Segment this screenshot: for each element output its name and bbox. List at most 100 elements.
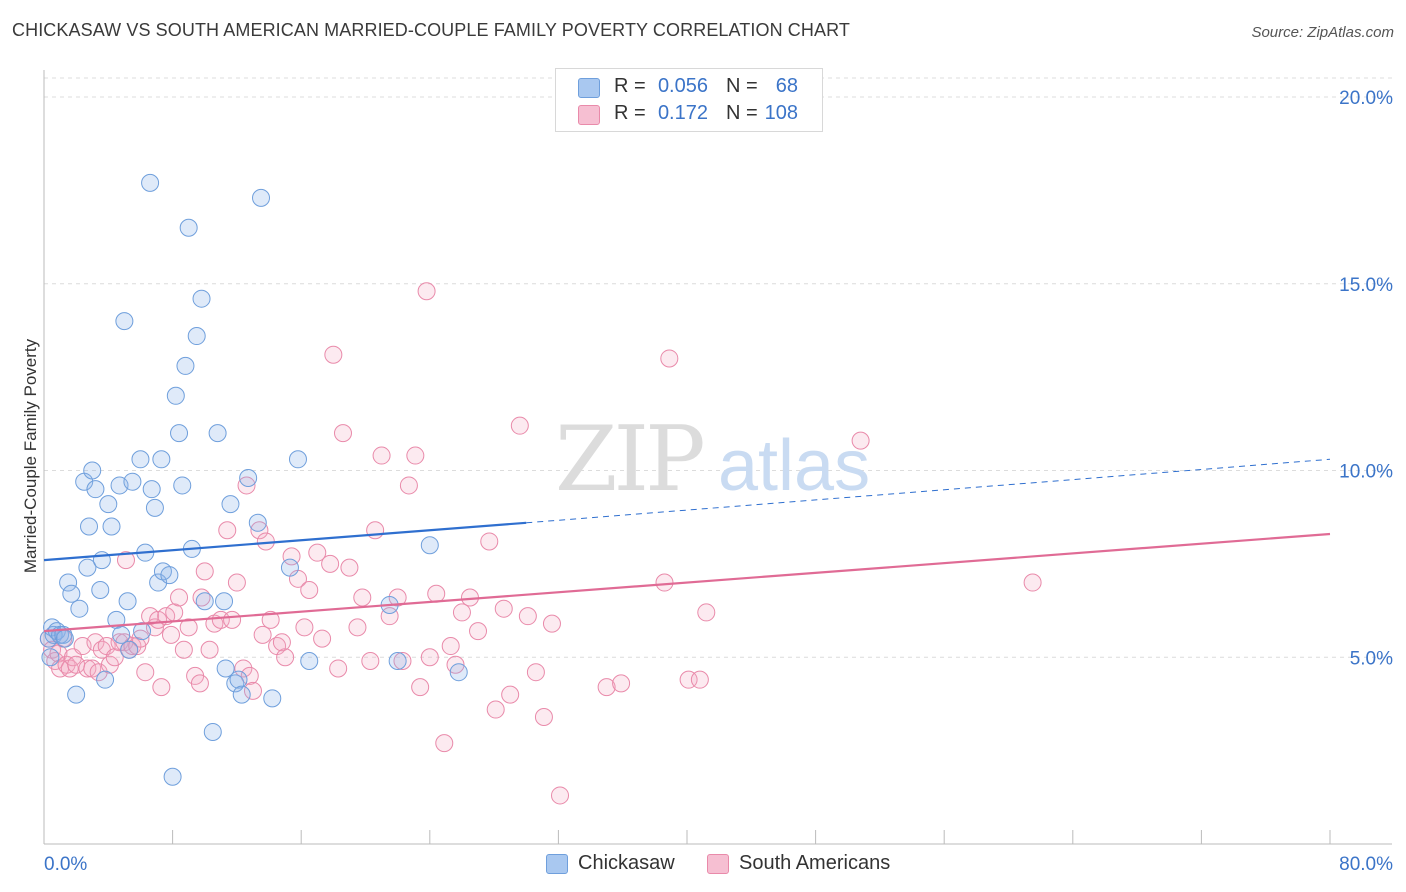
trend-lines — [43, 458, 1331, 633]
south-americans-point — [417, 282, 436, 301]
south-americans-point — [551, 786, 570, 805]
chickasaw-point — [99, 495, 118, 514]
south-americans-point — [200, 640, 219, 659]
chickasaw-point — [102, 517, 121, 536]
chickasaw-point — [123, 472, 142, 491]
chickasaw-point — [78, 558, 97, 577]
chickasaw-point — [112, 625, 131, 644]
y-tick-label: 20.0% — [1339, 88, 1393, 109]
south-americans-point — [510, 416, 529, 435]
chickasaw-point — [176, 356, 195, 375]
south-americans-point — [655, 573, 674, 592]
chickasaw-point — [263, 689, 282, 708]
chickasaw-point — [232, 685, 251, 704]
south-americans-point — [321, 554, 340, 573]
legend-n-value: 108 — [764, 102, 798, 124]
south-americans-point — [399, 476, 418, 495]
tick-labels: 5.0% 10.0% 15.0% 20.0% 0.0% 80.0% — [44, 88, 1393, 875]
south-americans-point — [690, 670, 709, 689]
south-americans-point — [851, 431, 870, 450]
south-americans-point — [179, 618, 198, 637]
chickasaw-point — [142, 480, 161, 499]
south-americans-point — [501, 685, 520, 704]
chickasaw-point — [141, 173, 160, 192]
watermark-atlas: atlas — [718, 426, 870, 506]
legend-r-value: 0.056 — [657, 75, 708, 97]
chickasaw-point — [163, 767, 182, 786]
south-americans-point — [340, 558, 359, 577]
chickasaw-point — [67, 685, 86, 704]
chickasaw-point — [216, 659, 235, 678]
south-americans-point — [353, 588, 372, 607]
chickasaw-point — [120, 640, 139, 659]
south-americans-point — [313, 629, 332, 648]
chickasaw-point — [280, 558, 299, 577]
south-americans-point — [116, 551, 135, 570]
south-americans-point — [253, 625, 272, 644]
south-americans-point — [597, 678, 616, 697]
legend-r-label: R = — [614, 75, 646, 97]
y-axis-label: Married-Couple Family Poverty — [21, 338, 40, 573]
south-americans-point — [420, 648, 439, 667]
south-americans-point — [534, 708, 553, 727]
south-americans-point — [276, 648, 295, 667]
south-americans-point — [190, 674, 209, 693]
south-americans-point — [660, 349, 679, 368]
chickasaw-point — [221, 495, 240, 514]
south-americans-point — [348, 618, 367, 637]
chickasaw-point — [152, 450, 171, 469]
chickasaw-point — [173, 476, 192, 495]
legend-n-value: 68 — [775, 75, 798, 97]
watermark: ZIP atlas — [555, 407, 870, 512]
legend-row-chickasaw: R = 0.056 N = 68 — [556, 75, 822, 101]
chickasaw-point — [449, 663, 468, 682]
chickasaw-point — [300, 651, 319, 670]
chickasaw-point — [187, 327, 206, 346]
chickasaw-point — [41, 648, 60, 667]
south-americans-point — [324, 345, 343, 364]
chickasaw-point — [252, 188, 271, 207]
south-americans-point — [272, 633, 291, 652]
chickasaw-point — [215, 592, 234, 611]
chickasaw-point — [86, 480, 105, 499]
chickasaw-point — [160, 566, 179, 585]
chickasaw-point — [91, 581, 110, 600]
watermark-zip: ZIP — [555, 407, 703, 512]
chickasaw-point — [420, 536, 439, 555]
chickasaw-point — [118, 592, 137, 611]
south-americans-point — [234, 659, 253, 678]
bottom-legend-swatch-blue — [546, 854, 568, 874]
south-americans-point — [518, 607, 537, 626]
south-americans-point — [282, 547, 301, 566]
south-americans-point — [300, 581, 319, 600]
bottom-legend-label: South Americans — [739, 852, 891, 874]
x-tick-label: 0.0% — [44, 854, 87, 875]
south-americans-point — [1023, 573, 1042, 592]
chickasaw-point — [80, 517, 99, 536]
chickasaw-point — [70, 599, 89, 618]
chart-source: Source: ZipAtlas.com — [1251, 24, 1394, 41]
south-americans-point — [406, 446, 425, 465]
south-americans-point — [612, 674, 631, 693]
chickasaw-point — [145, 498, 164, 517]
south-americans-point — [218, 521, 237, 540]
south-americans-trend-line — [43, 532, 1331, 633]
south-americans-point — [78, 659, 97, 678]
south-americans-point — [372, 446, 391, 465]
south-americans-point — [361, 651, 380, 670]
legend-swatch-pink — [578, 105, 600, 125]
y-tick-label: 5.0% — [1350, 648, 1393, 669]
x-tick-label: 80.0% — [1339, 854, 1393, 875]
south-americans-point — [243, 681, 262, 700]
legend-n-label: N = — [726, 75, 758, 97]
chickasaw-point — [248, 513, 267, 532]
south-americans-point — [486, 700, 505, 719]
south-americans-point — [152, 678, 171, 697]
chickasaw-point — [149, 573, 168, 592]
south-americans-point — [136, 663, 155, 682]
south-americans-point — [435, 734, 454, 753]
legend-r-label: R = — [614, 102, 646, 124]
chickasaw-point — [131, 450, 150, 469]
chickasaw-point — [166, 386, 185, 405]
